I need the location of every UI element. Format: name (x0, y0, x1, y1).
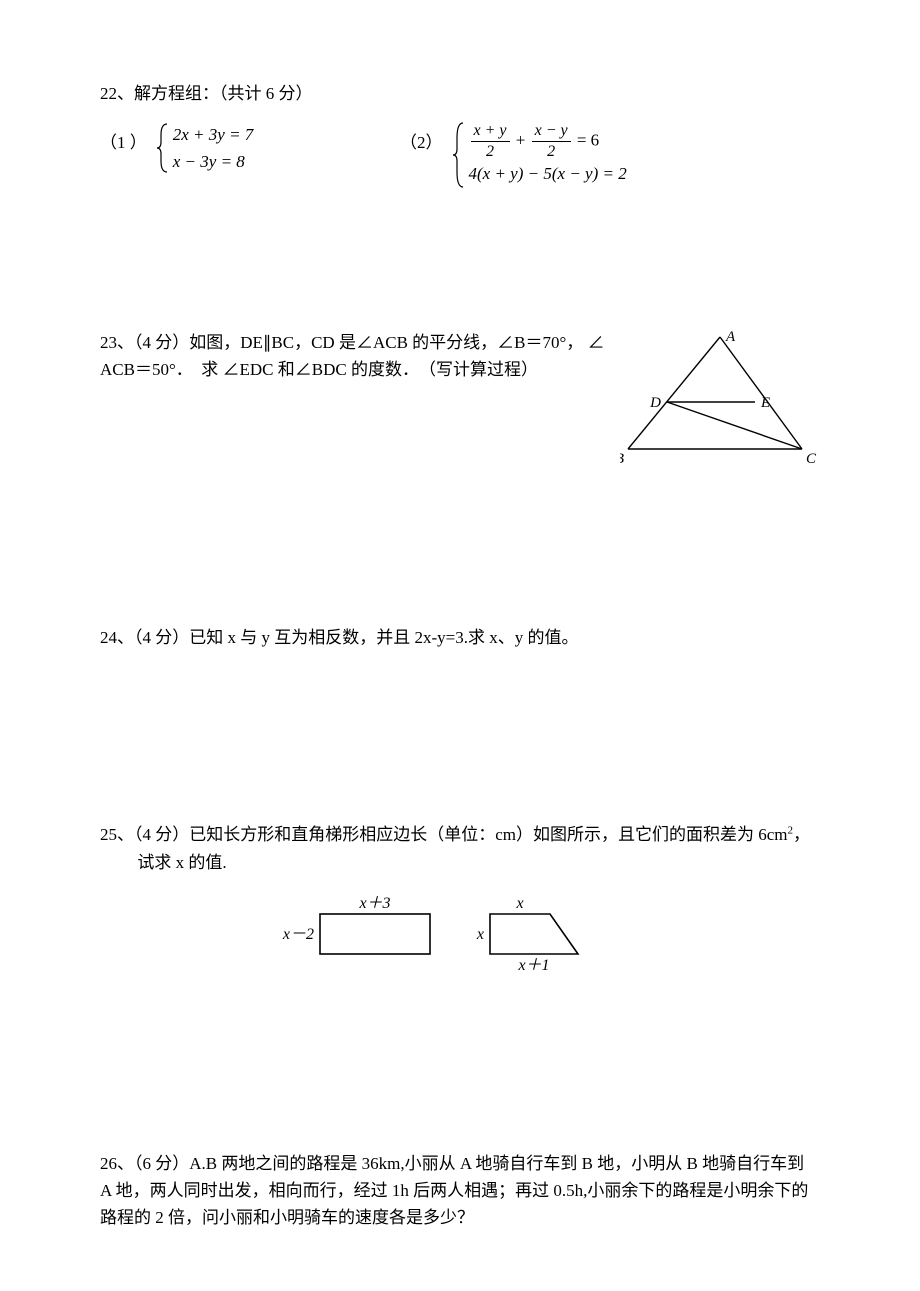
svg-text:D: D (649, 395, 661, 411)
frac-num: x − y (532, 123, 571, 142)
q25-text-line2: 试求 x 的值. (100, 849, 820, 876)
q25-line1-tail: ， (793, 825, 810, 844)
svg-text:x＋1: x＋1 (517, 957, 549, 970)
svg-text:x: x (515, 895, 523, 912)
svg-text:E: E (760, 395, 770, 411)
frac-den: 2 (532, 142, 571, 160)
q26-line2: A 地，两人同时出发，相向而行，经过 1h 后两人相遇；再过 0.5h,小丽余下… (100, 1177, 820, 1204)
q23-text-line1: 23、（4 分）如图，DE∥BC，CD 是∠ACB 的平分线，∠B＝70°， ∠ (100, 329, 610, 356)
q22-equations-row: （1 ） 2x + 3y = 7 x − 3y = 8 （2） x + (100, 121, 820, 189)
eq-tail: = 6 (573, 131, 600, 150)
q22-heading: 22、解方程组：（共计 6 分） (100, 80, 820, 107)
q22-eq1-line2: x − 3y = 8 (173, 148, 254, 175)
q22-eq1-line1: 2x + 3y = 7 (173, 121, 254, 148)
svg-text:B: B (620, 451, 624, 464)
svg-text:C: C (806, 451, 817, 464)
q22-part1-number: （1 ） (100, 121, 147, 156)
svg-text:x－2: x－2 (282, 926, 314, 943)
q23-triangle-figure: A B C D E (620, 329, 820, 464)
q26-line1: 26、（6 分）A.B 两地之间的路程是 36km,小丽从 A 地骑自行车到 B… (100, 1150, 820, 1177)
q22-eq2-line2: 4(x + y) − 5(x − y) = 2 (469, 160, 627, 187)
brace-icon (157, 121, 169, 175)
svg-text:x: x (476, 926, 484, 943)
q25-text-line1: 25、（4 分）已知长方形和直角梯形相应边长（单位：cm）如图所示，且它们的面积… (100, 821, 820, 848)
q26-line3: 路程的 2 倍，问小丽和小明骑车的速度各是多少？ (100, 1204, 820, 1231)
q25-line1-main: 25、（4 分）已知长方形和直角梯形相应边长（单位：cm）如图所示，且它们的面积… (100, 825, 788, 844)
frac-num: x + y (471, 123, 510, 142)
brace-icon (453, 121, 465, 189)
q25-figures: x＋3 x－2 x x x＋1 (100, 890, 820, 970)
plus-sign: + (512, 131, 530, 150)
q22-eq2-line1: x + y2 + x − y2 = 6 (469, 123, 627, 160)
svg-text:A: A (725, 329, 736, 345)
q24-text: 24、（4 分）已知 x 与 y 互为相反数，并且 2x-y=3.求 x、y 的… (100, 624, 820, 651)
q22-part2-number: （2） (400, 121, 443, 156)
frac-den: 2 (471, 142, 510, 160)
q23-text-line2: ACB＝50°． 求 ∠EDC 和∠BDC 的度数． （写计算过程） (100, 356, 610, 383)
svg-text:x＋3: x＋3 (358, 895, 390, 912)
